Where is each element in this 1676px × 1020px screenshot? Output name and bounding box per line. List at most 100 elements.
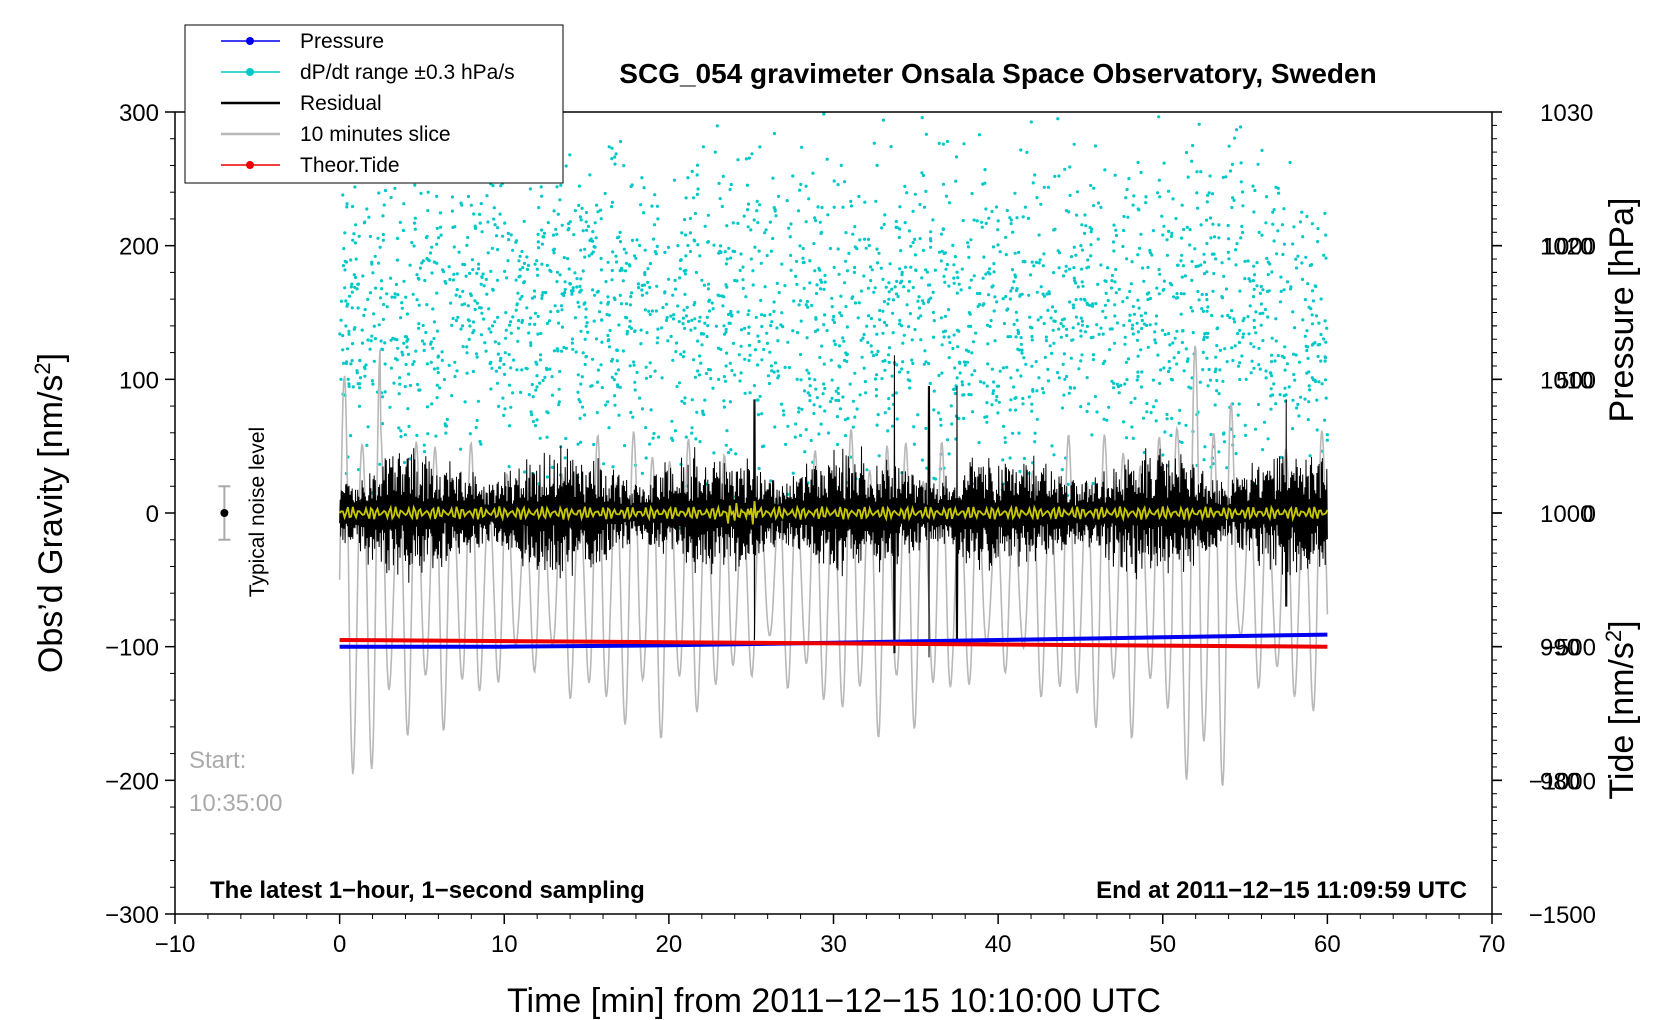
dpdt-point: [599, 301, 603, 305]
dpdt-point: [426, 258, 430, 262]
dpdt-point: [1065, 333, 1069, 338]
dpdt-point: [1136, 330, 1140, 334]
dpdt-point: [1323, 211, 1327, 215]
dpdt-point: [1277, 191, 1281, 195]
dpdt-point: [1135, 338, 1140, 342]
dpdt-point: [562, 345, 566, 350]
dpdt-point: [413, 227, 417, 231]
dpdt-point: [672, 178, 677, 182]
dpdt-point: [1234, 248, 1238, 252]
dpdt-point: [1221, 379, 1225, 383]
dpdt-point: [1068, 385, 1072, 389]
dpdt-point: [883, 359, 887, 363]
dpdt-point: [447, 363, 451, 367]
dpdt-point: [887, 407, 891, 411]
dpdt-point: [349, 258, 353, 262]
dpdt-point: [901, 341, 905, 345]
dpdt-point: [939, 316, 944, 320]
dpdt-point: [339, 299, 343, 303]
pressure-tick-label: 980: [1540, 768, 1580, 795]
dpdt-point: [686, 319, 691, 324]
dpdt-point: [849, 199, 853, 203]
dpdt-point: [891, 331, 895, 335]
dpdt-point: [616, 385, 620, 389]
dpdt-point: [385, 292, 389, 296]
dpdt-point: [540, 293, 544, 297]
tide-tick-label: −500: [1542, 635, 1596, 662]
dpdt-point: [1320, 382, 1324, 386]
dpdt-point: [1266, 437, 1270, 441]
dpdt-point: [383, 362, 387, 366]
dpdt-point: [1304, 344, 1308, 348]
dpdt-point: [723, 379, 728, 383]
legend-label: dP/dt range ±0.3 hPa/s: [300, 61, 515, 84]
dpdt-point: [574, 350, 578, 354]
dpdt-point: [969, 238, 973, 242]
dpdt-point: [804, 184, 808, 188]
dpdt-point: [1072, 276, 1076, 280]
dpdt-point: [537, 246, 541, 250]
dpdt-point: [1052, 319, 1056, 323]
dpdt-point: [569, 289, 574, 293]
dpdt-point: [684, 314, 689, 318]
dpdt-point: [825, 329, 829, 333]
dpdt-point: [860, 355, 864, 359]
dpdt-point: [555, 185, 559, 189]
dpdt-point: [461, 324, 465, 328]
dpdt-point: [576, 390, 580, 394]
dpdt-point: [876, 349, 880, 353]
dpdt-point: [1180, 340, 1184, 345]
dpdt-point: [400, 301, 404, 305]
dpdt-point: [992, 270, 996, 274]
dpdt-point: [639, 328, 643, 332]
dpdt-point: [908, 379, 912, 383]
tide-tick-label: 0: [1583, 501, 1596, 528]
dpdt-point: [1056, 371, 1060, 375]
dpdt-point: [637, 286, 641, 290]
dpdt-point: [969, 393, 973, 397]
dpdt-point: [1166, 189, 1171, 193]
dpdt-point: [1017, 431, 1021, 435]
dpdt-point: [1154, 314, 1159, 318]
dpdt-point: [753, 348, 758, 352]
dpdt-point: [1028, 315, 1032, 319]
dpdt-point: [990, 403, 994, 407]
dpdt-point: [559, 183, 563, 187]
dpdt-point: [770, 320, 774, 324]
dpdt-point: [698, 440, 702, 444]
dpdt-point: [353, 185, 357, 189]
dpdt-point: [745, 183, 750, 187]
dpdt-point: [557, 321, 561, 325]
dpdt-point: [1114, 267, 1118, 272]
dpdt-point: [1279, 455, 1283, 459]
dpdt-point: [1185, 225, 1189, 229]
dpdt-point: [535, 259, 539, 263]
dpdt-point: [852, 270, 857, 274]
dpdt-point: [1017, 348, 1022, 352]
dpdt-point: [1218, 368, 1222, 372]
dpdt-point: [908, 386, 912, 390]
dpdt-point: [466, 235, 470, 240]
dpdt-point: [1080, 223, 1084, 227]
dpdt-point: [1259, 302, 1263, 306]
dpdt-point: [1067, 210, 1071, 214]
dpdt-point: [1230, 309, 1234, 313]
dpdt-point: [1264, 369, 1268, 373]
dpdt-point: [614, 254, 618, 258]
dpdt-point: [493, 320, 497, 324]
dpdt-point: [563, 287, 567, 292]
dpdt-point: [630, 238, 635, 242]
dpdt-point: [928, 283, 932, 287]
dpdt-point: [487, 307, 491, 311]
dpdt-point: [1026, 216, 1030, 220]
dpdt-point: [1096, 201, 1101, 205]
dpdt-point: [818, 405, 822, 409]
dpdt-point: [363, 374, 367, 378]
dpdt-point: [1023, 205, 1027, 209]
dpdt-point: [1161, 233, 1165, 237]
dpdt-point: [545, 435, 549, 439]
dpdt-point: [1057, 327, 1061, 331]
dpdt-point: [724, 283, 728, 287]
dpdt-point: [577, 184, 582, 188]
dpdt-point: [836, 386, 840, 390]
